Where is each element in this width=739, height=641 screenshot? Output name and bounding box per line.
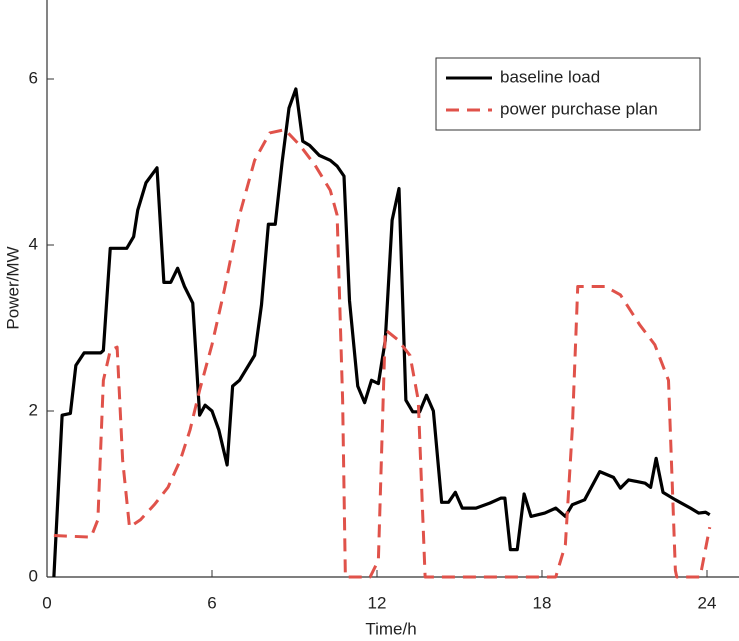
series-line: [53, 128, 712, 579]
y-tick-label: 6: [29, 68, 38, 87]
x-tick-label: 0: [42, 593, 51, 612]
x-tick-label: 18: [533, 593, 552, 612]
x-tick-label: 24: [698, 593, 717, 612]
series-line: [52, 87, 711, 578]
y-tick-label: 2: [29, 400, 38, 419]
y-tick-label: 0: [29, 566, 38, 585]
y-tick-label: 4: [29, 234, 38, 253]
x-axis-label: Time/h: [365, 619, 416, 638]
x-tick-label: 6: [207, 593, 216, 612]
legend-label: baseline load: [500, 67, 600, 86]
x-tick-label: 12: [368, 593, 387, 612]
y-axis-label: Power/MW: [3, 246, 22, 329]
legend-label: power purchase plan: [500, 99, 658, 118]
legend-box: [435, 57, 701, 131]
